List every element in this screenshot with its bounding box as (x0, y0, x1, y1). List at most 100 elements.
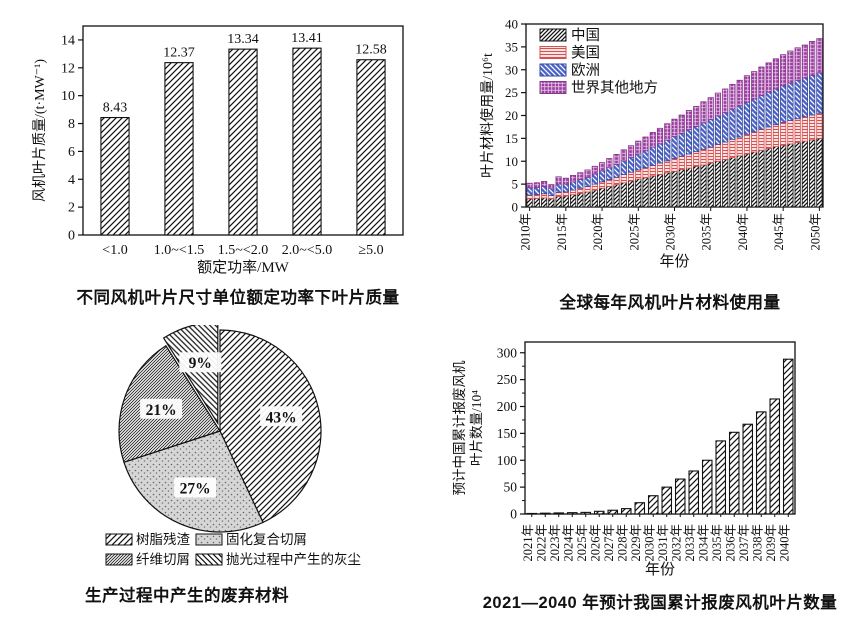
bar-value-label: 13.34 (227, 32, 259, 47)
legend-label-3: 世界其他地方 (571, 80, 658, 97)
stacked-bar-segment (794, 79, 801, 120)
y-axis: 0 5 10 15 20 25 30 35 40 (505, 17, 526, 215)
x-tick-label: 2032年 (669, 524, 683, 562)
stacked-bar-segment (562, 191, 569, 197)
svg-text:40: 40 (505, 17, 518, 32)
stacked-bar-segment (533, 197, 540, 208)
stacked-bar-segment (584, 186, 591, 193)
stacked-bar-segment (780, 144, 787, 208)
stacked-bar-segment (765, 126, 772, 149)
stacked-bar-segment (627, 171, 635, 182)
x-tick-label: 2010年 (519, 213, 533, 251)
stacked-bar-segment (765, 148, 772, 208)
x-tick-label: 2.0~<5.0 (282, 243, 332, 258)
stacked-bar-segment (577, 192, 584, 208)
stacked-bar-segment (598, 170, 606, 183)
stacked-bar-segment (642, 150, 649, 169)
x-tick-label: 1.5~<2.0 (218, 243, 268, 258)
svg-text:15: 15 (505, 131, 518, 146)
stacked-bar-segment (584, 191, 591, 208)
stacked-bar-segment (591, 165, 598, 175)
stacked-bar-segment (656, 127, 664, 145)
x-tick-label: 2035年 (710, 524, 724, 562)
svg-text:4: 4 (68, 173, 75, 188)
stacked-bar-segment (722, 159, 729, 208)
caption-waste-pie: 生产过程中产生的废弃材料 (85, 587, 289, 605)
stacked-bar-segment (700, 164, 707, 208)
stacked-bar-segment (714, 92, 722, 117)
stacked-bar-segment (765, 91, 772, 128)
stacked-bar-segment (801, 116, 808, 142)
stacked-bar-segment (714, 115, 722, 145)
bars (100, 47, 386, 236)
stacked-bar-segment (794, 47, 801, 81)
svg-text:0: 0 (68, 229, 75, 244)
stacked-bar-segment (656, 162, 664, 175)
legend-label-2: 纤维切屑 (136, 552, 190, 567)
svg-text:8: 8 (68, 117, 75, 132)
stacked-bar-segment (801, 44, 808, 79)
stacked-bar-segment (635, 140, 642, 155)
stacked-bar-segment (642, 167, 649, 179)
stacked-bar-segment (736, 136, 743, 157)
bar (526, 512, 538, 515)
stacked-bar-segment (526, 187, 533, 196)
y-axis-title-line1: 预计中国累计报废风机 (452, 360, 467, 495)
legend-label-3: 抛光过程中产生的灰尘 (226, 552, 361, 567)
stacked-bar-segment (714, 143, 722, 162)
x-tick-label: 2026年 (588, 524, 602, 562)
x-tick-label: 2023年 (548, 524, 562, 562)
legend-swatch-2 (539, 63, 567, 77)
x-axis: <1.0 1.0~<1.5 1.5~<2.0 2.0~<5.0 ≥5.0 (102, 243, 383, 258)
bar (742, 423, 754, 515)
svg-text:200: 200 (497, 399, 518, 414)
stacked-bar-segment (772, 88, 779, 126)
stacked-bar-segment (649, 146, 656, 166)
stacked-bar-segment (664, 172, 671, 208)
stacked-bar-segment (736, 155, 743, 208)
svg-text:20: 20 (505, 108, 518, 123)
stacked-bar-segment (816, 112, 823, 139)
stacked-bar-segment (656, 143, 664, 164)
bar-value-label: 8.43 (103, 101, 128, 116)
x-tick-label: <1.0 (102, 243, 127, 258)
x-tick-label: ≥5.0 (358, 243, 383, 258)
stacked-bar-segment (526, 182, 533, 189)
bar (566, 512, 578, 515)
y-axis: 0 2 4 6 8 10 12 14 (61, 33, 83, 244)
caption-blade-mass: 不同风机叶片尺寸单位额定功率下叶片质量 (76, 289, 400, 307)
stacked-bar-segment (758, 128, 765, 151)
stacked-bar-segment (591, 183, 598, 191)
y-axis-title: 叶片材料使用量/10⁶t (479, 53, 496, 178)
stacked-bar-segment (678, 155, 685, 170)
x-tick-label: 2029年 (629, 524, 643, 562)
bar (701, 459, 713, 515)
stacked-bar-segment (642, 177, 649, 208)
legend-label-0: 树脂残渣 (136, 532, 190, 547)
stacked-bar-segment (620, 149, 627, 162)
stacked-bar-segment (678, 169, 685, 208)
bar (661, 486, 673, 515)
stacked-bar-segment (613, 153, 620, 165)
x-tick-label: 2036年 (723, 524, 737, 562)
stacked-bar-segment (743, 101, 751, 135)
svg-text:5: 5 (512, 177, 519, 192)
stacked-bar-segment (620, 182, 627, 208)
stacked-bar-segment (533, 194, 540, 199)
bar (688, 470, 700, 515)
stacked-bar-segment (577, 179, 584, 189)
stacked-bar-segment (555, 196, 562, 208)
stacked-bar-segment (801, 77, 808, 118)
stacked-bar-segment (562, 177, 569, 185)
stacked-bar-segment (627, 157, 635, 173)
x-tick-label: 2030年 (664, 213, 678, 251)
stacked-bar-segment (606, 167, 613, 180)
x-tick-label: 1.0~<1.5 (154, 243, 204, 258)
stacked-bar-segment (555, 176, 562, 185)
stacked-bar-segment (758, 94, 765, 130)
stacked-bar-segment (649, 164, 656, 177)
stacked-bar-segment (693, 105, 700, 127)
pie-label-box (179, 352, 222, 373)
